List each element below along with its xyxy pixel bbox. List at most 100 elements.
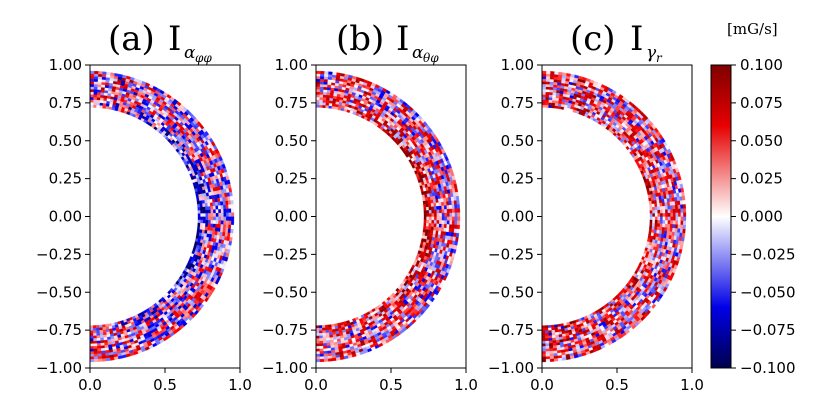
heatmap-cell [548, 332, 553, 336]
heatmap-cell [457, 212, 461, 217]
heatmap-cell [89, 340, 94, 344]
heatmap-cell [541, 83, 546, 87]
heatmap-cell [541, 76, 547, 80]
heatmap-cell [93, 94, 98, 98]
heatmap-cell [319, 358, 325, 363]
heatmap-cell [113, 356, 119, 360]
heatmap-cell [220, 220, 224, 225]
heatmap-cell [441, 219, 445, 225]
heatmap-cell [551, 324, 555, 328]
heatmap-cell [548, 327, 552, 331]
heatmap-cell [230, 203, 234, 209]
heatmap-cell [667, 205, 671, 210]
heatmap-cell [544, 325, 549, 329]
heatmap-cell [454, 220, 458, 225]
heatmap-cell [105, 71, 111, 76]
heatmap-cell [322, 325, 326, 329]
heatmap-cell [315, 346, 320, 350]
heatmap-cell [323, 343, 328, 347]
heatmap-cell [323, 358, 329, 362]
heatmap-cell [223, 216, 227, 221]
heatmap-cell [315, 91, 320, 95]
heatmap-cell [454, 224, 458, 229]
heatmap-cell [205, 206, 209, 210]
heatmap-cell [212, 223, 216, 228]
heatmap-cell [207, 209, 211, 214]
heatmap-cell [217, 223, 222, 228]
y-tick-label: −0.75 [262, 321, 308, 339]
heatmap-cell [443, 223, 448, 228]
colorbar-tick-label: −0.075 [740, 321, 796, 339]
heatmap-cell [446, 204, 450, 210]
heatmap-cell [202, 219, 206, 224]
heatmap-cell [97, 84, 102, 88]
heatmap-cell [93, 76, 99, 80]
heatmap-cell [93, 96, 97, 100]
heatmap-cell [548, 99, 553, 103]
heatmap-cell [315, 86, 320, 90]
heatmap-cell [220, 212, 224, 217]
heatmap-cell [660, 216, 664, 221]
heatmap-cell [213, 219, 217, 224]
heatmap-cell [545, 338, 550, 342]
heatmap-cell [89, 81, 94, 85]
heatmap-cell [541, 96, 546, 100]
heatmap-cell [428, 222, 432, 227]
heatmap-cell [652, 206, 656, 211]
heatmap-cell [228, 204, 232, 209]
heatmap-cell [213, 209, 217, 214]
heatmap-cell [319, 83, 324, 88]
heatmap-cell [443, 205, 448, 210]
heatmap-cell [548, 89, 553, 93]
heatmap-cell [93, 356, 99, 360]
heatmap-cell [319, 91, 324, 95]
heatmap-cell [652, 222, 656, 227]
heatmap-cell [449, 216, 453, 221]
heatmap-cell [541, 94, 546, 98]
heatmap-cell [319, 94, 324, 98]
heatmap-cell [231, 216, 235, 221]
heatmap-cell [426, 222, 430, 227]
heatmap-cell [456, 224, 460, 230]
heatmap-cell [675, 208, 679, 213]
x-tick-label: 0.5 [379, 376, 403, 394]
heatmap-cell [93, 343, 98, 347]
heatmap-cell [551, 332, 556, 336]
heatmap-cell [89, 83, 94, 87]
heatmap-cell [228, 224, 232, 229]
panel-c-subsubscript: r [656, 51, 663, 65]
heatmap-cell [449, 220, 453, 225]
heatmap-cell [89, 86, 94, 90]
heatmap-cell [669, 223, 674, 228]
heatmap-cell [426, 219, 430, 224]
heatmap-cell [541, 70, 547, 74]
heatmap-cell [319, 351, 324, 355]
heatmap-cell [322, 99, 327, 103]
heatmap-cell [677, 208, 681, 213]
heatmap-cell [323, 345, 328, 349]
heatmap-cell [681, 195, 686, 201]
heatmap-cell [545, 343, 550, 347]
heatmap-cell [541, 340, 546, 344]
heatmap-cell [89, 356, 95, 360]
heatmap-cell [322, 104, 326, 108]
heatmap-cell [89, 343, 94, 347]
heatmap-cell [541, 359, 547, 363]
heatmap-cell [319, 96, 323, 100]
panel-a: (a) I α φφ 1.000.750.500.250.00−0.25−0.5… [36, 19, 252, 394]
heatmap-cell [93, 335, 98, 339]
heatmap-cell [452, 216, 456, 221]
heatmap-cell [199, 225, 203, 230]
heatmap-cell [662, 205, 666, 210]
heatmap-cell [319, 81, 324, 85]
heatmap-cell [446, 220, 450, 225]
heatmap-cell [682, 203, 686, 209]
heatmap-cell [93, 83, 98, 88]
heatmap-cell [89, 359, 95, 363]
heatmap-cell [89, 70, 95, 74]
heatmap-cell [229, 195, 234, 201]
heatmap-cell [667, 208, 671, 214]
heatmap-cell [99, 329, 104, 334]
heatmap-cell [436, 212, 440, 217]
heatmap-cell [444, 220, 448, 225]
